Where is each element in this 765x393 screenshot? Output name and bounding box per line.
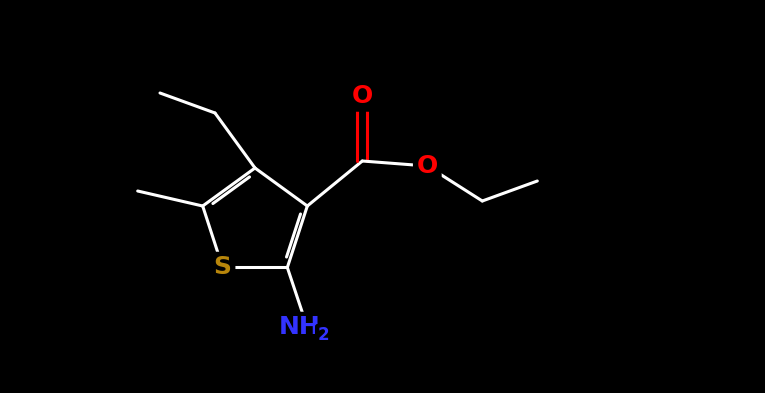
Text: NH: NH — [278, 316, 321, 340]
Text: O: O — [417, 154, 438, 178]
Text: 2: 2 — [317, 327, 329, 345]
Text: S: S — [213, 255, 232, 279]
Text: O: O — [352, 84, 373, 108]
